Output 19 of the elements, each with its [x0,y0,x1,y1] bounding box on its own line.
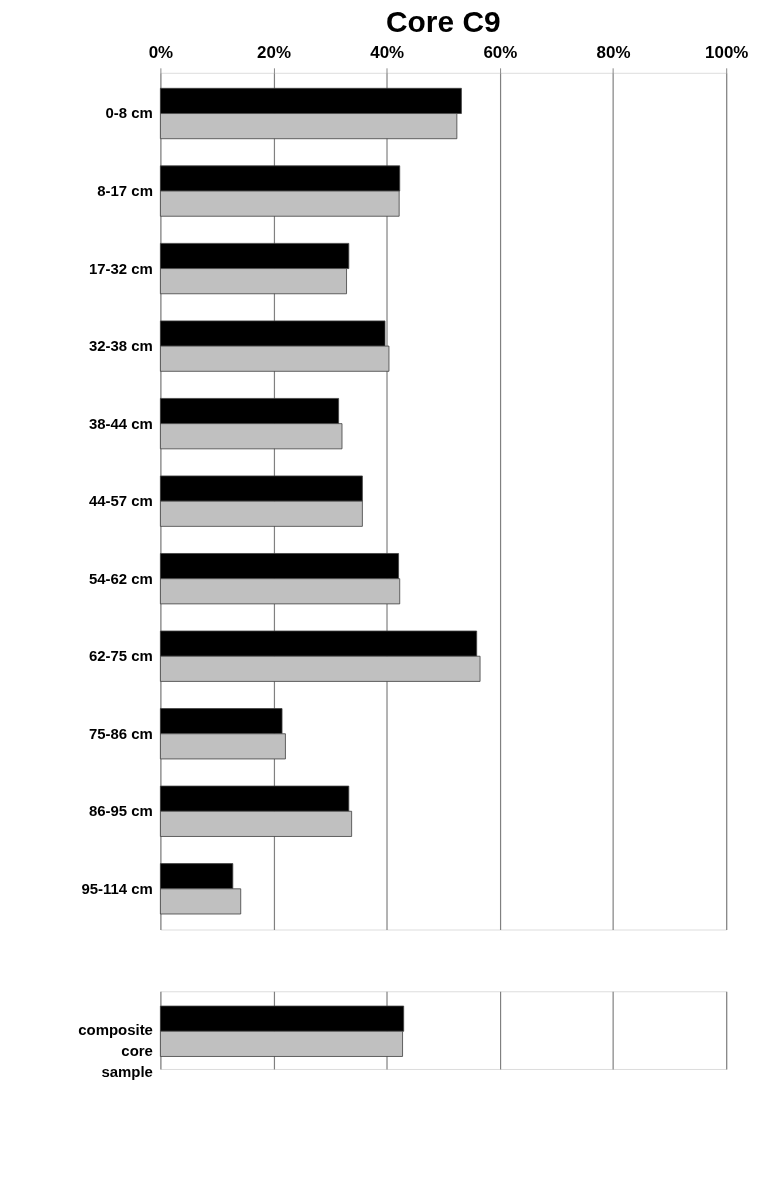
x-tick-label: 0% [148,43,174,63]
y-tick-label: 54-62 cm [88,569,153,587]
y-tick-label: 0-8 cm [105,104,153,122]
y-tick-label: 86-95 cm [88,802,153,820]
chart-title: Core C9 [386,4,501,38]
x-tick-label: 80% [596,43,631,63]
y-tick-label: 38-44 cm [88,414,153,432]
y-tick-label: 75-86 cm [88,724,153,742]
x-tick-label: 60% [483,43,518,63]
x-tick-label: 20% [257,43,291,63]
y-tick-label: composite core sample [78,1021,153,1080]
y-tick-label: 8-17 cm [97,182,153,200]
y-tick-label: 32-38 cm [88,337,153,355]
y-tick-label: 62-75 cm [88,647,153,665]
x-tick-label: 40% [370,43,405,63]
y-tick-label: 95-114 cm [81,879,153,897]
y-tick-label: 44-57 cm [88,492,153,510]
x-tick-label: 100% [705,43,749,63]
y-tick-label: 17-32 cm [88,259,153,277]
